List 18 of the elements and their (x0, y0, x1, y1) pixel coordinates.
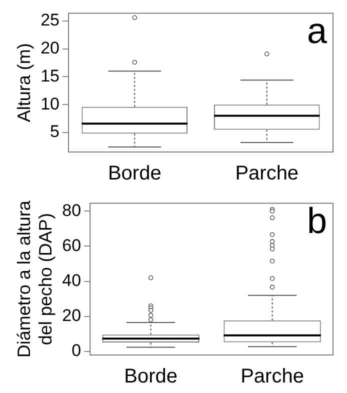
y-axis-title: Altura (m) (14, 43, 34, 122)
y-tick-label: 10 (40, 94, 60, 114)
y-axis-title: Diámetro a la altura del pecho (DAP) (14, 200, 56, 358)
annotation: a (306, 10, 328, 52)
y-tick-label: 25 (40, 10, 60, 30)
y-tick-label: 15 (40, 66, 60, 86)
y-tick-label: 5 (50, 122, 60, 142)
y-tick-label: 80 (62, 200, 82, 220)
x-tick-label: Parche (240, 366, 304, 388)
x-tick-label: Parche (235, 162, 299, 185)
y-tick-label: 40 (62, 270, 82, 290)
y-tick-label: 60 (62, 236, 82, 255)
y-tick-label: 0 (72, 341, 82, 360)
y-tick-label: 20 (62, 306, 82, 326)
x-tick-label: Borde (108, 162, 162, 185)
x-tick-label: Borde (124, 366, 178, 388)
y-tick-label: 20 (40, 38, 60, 58)
annotation: b (306, 200, 327, 242)
